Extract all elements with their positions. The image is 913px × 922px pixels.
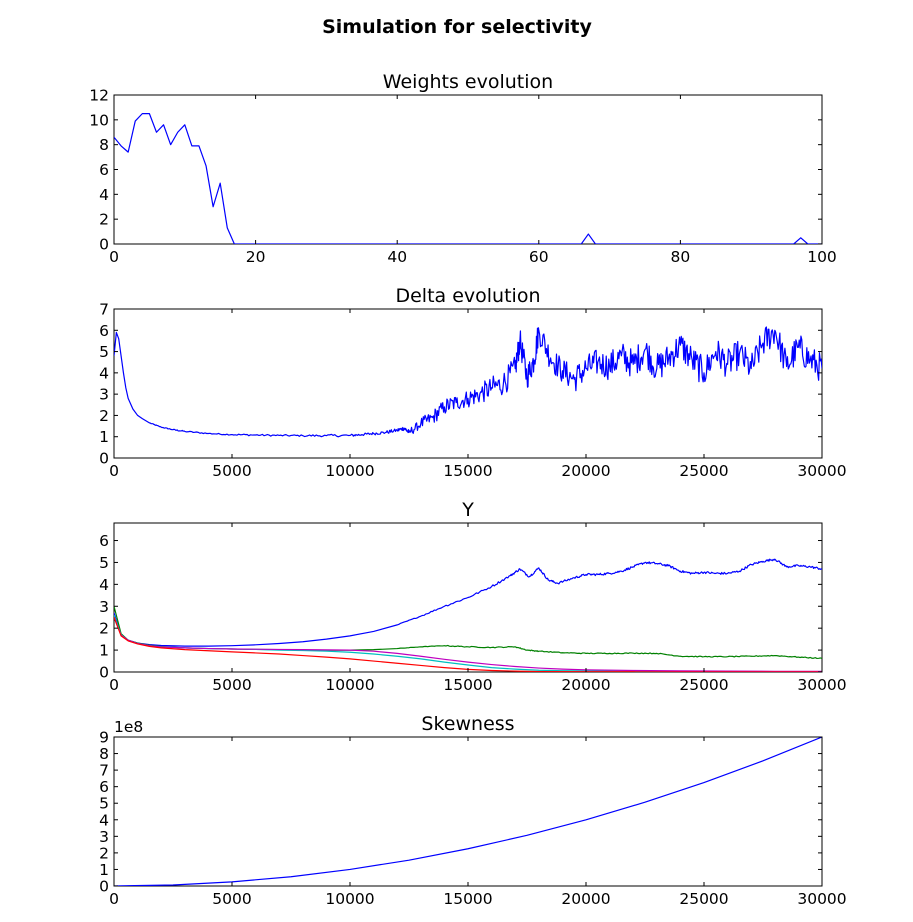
y-tick-label: 4	[99, 811, 109, 829]
x-tick-label: 20000	[561, 676, 610, 694]
y-tick-label: 0	[99, 450, 109, 468]
y-tick-label: 5	[99, 343, 109, 361]
series-line-4	[114, 617, 822, 672]
x-tick-label: 5000	[212, 462, 251, 480]
x-tick-label: 0	[109, 890, 119, 908]
y-tick-label: 0	[99, 236, 109, 254]
x-tick-label: 15000	[443, 890, 492, 908]
subplot-2: Delta evolution 0 5000 10000 15000 20000 25000…	[99, 285, 847, 480]
y-tick-label: 9	[99, 729, 109, 747]
y-tick-label: 4	[99, 186, 109, 204]
series-line-2	[114, 606, 822, 660]
y-tick-label: 0	[99, 664, 109, 682]
y-tick-label: 7	[99, 762, 109, 780]
subplot-title: Delta evolution	[395, 285, 540, 307]
y-offset-label: 1e8	[114, 718, 143, 736]
y-tick-label: 2	[99, 620, 109, 638]
y-tick-label: 3	[99, 386, 109, 404]
y-tick-label: 12	[89, 87, 109, 105]
series-line-5	[114, 617, 822, 672]
series-line-1	[114, 737, 822, 886]
x-tick-label: 0	[109, 462, 119, 480]
series-line-1	[114, 326, 822, 438]
y-tick-label: 2	[99, 407, 109, 425]
x-tick-label: 40	[387, 248, 407, 266]
x-tick-label: 0	[109, 248, 119, 266]
y-tick-label: 4	[99, 576, 109, 594]
x-tick-label: 25000	[679, 676, 728, 694]
x-tick-label: 60	[529, 248, 549, 266]
y-tick-label: 6	[99, 778, 109, 796]
series-line-1	[114, 558, 822, 647]
y-tick-label: 5	[99, 795, 109, 813]
y-tick-label: 2	[99, 211, 109, 229]
x-tick-label: 20000	[561, 462, 610, 480]
subplot-title: Skewness	[421, 713, 514, 735]
y-tick-label: 1	[99, 861, 109, 879]
series-line-1	[114, 113, 822, 244]
y-tick-label: 0	[99, 878, 109, 896]
y-tick-label: 7	[99, 301, 109, 319]
x-tick-label: 25000	[679, 462, 728, 480]
y-tick-label: 1	[99, 428, 109, 446]
y-tick-label: 6	[99, 532, 109, 550]
x-tick-label: 20	[246, 248, 266, 266]
x-tick-label: 15000	[443, 676, 492, 694]
y-tick-label: 6	[99, 161, 109, 179]
x-tick-label: 10000	[325, 676, 374, 694]
y-tick-label: 6	[99, 322, 109, 340]
x-tick-label: 100	[807, 248, 837, 266]
y-tick-label: 2	[99, 844, 109, 862]
y-tick-label: 8	[99, 745, 109, 763]
subplot-title: Y	[461, 499, 474, 521]
subplot-title: Weights evolution	[383, 71, 553, 93]
x-tick-label: 5000	[212, 890, 251, 908]
figure-title: Simulation for selectivity	[322, 16, 592, 38]
x-tick-label: 15000	[443, 462, 492, 480]
x-tick-label: 5000	[212, 676, 251, 694]
x-tick-label: 30000	[797, 462, 846, 480]
y-tick-label: 5	[99, 554, 109, 572]
x-tick-label: 25000	[679, 890, 728, 908]
x-tick-label: 20000	[561, 890, 610, 908]
x-tick-label: 80	[671, 248, 691, 266]
subplot-1: Weights evolution 0 20 40 60 80 100 0 2 4 6 8 10 12	[89, 71, 837, 266]
x-tick-label: 0	[109, 676, 119, 694]
axes-frame	[113, 94, 823, 245]
x-tick-label: 30000	[797, 890, 846, 908]
y-tick-label: 10	[89, 111, 109, 129]
axes-frame	[113, 736, 823, 887]
x-tick-label: 10000	[325, 890, 374, 908]
y-tick-label: 8	[99, 136, 109, 154]
axes-frame	[113, 308, 823, 459]
y-tick-label: 3	[99, 828, 109, 846]
y-tick-label: 1	[99, 642, 109, 660]
x-tick-label: 30000	[797, 676, 846, 694]
y-tick-label: 4	[99, 364, 109, 382]
x-tick-label: 10000	[325, 462, 374, 480]
y-tick-label: 3	[99, 598, 109, 616]
